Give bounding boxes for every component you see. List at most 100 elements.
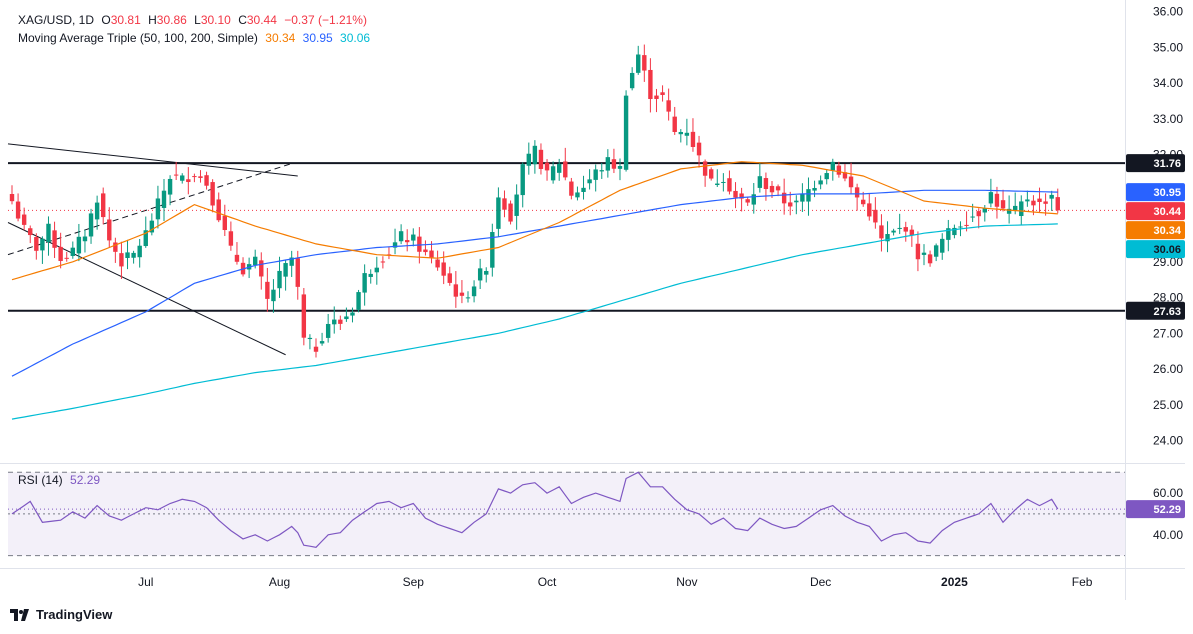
- candle-body: [502, 198, 507, 210]
- candle: [672, 106, 677, 135]
- time-label: Nov: [676, 575, 697, 589]
- candle-body: [277, 270, 282, 289]
- time-label: 2025: [941, 575, 968, 589]
- candle: [727, 170, 732, 195]
- candle: [903, 221, 908, 242]
- candle: [180, 173, 185, 184]
- candle-body: [192, 176, 197, 178]
- candle-body: [654, 95, 659, 99]
- candle: [186, 167, 191, 195]
- candle-body: [477, 268, 483, 281]
- candle-body: [28, 228, 33, 236]
- candle-body: [204, 175, 209, 186]
- candle-body: [15, 201, 21, 219]
- candle-body: [976, 211, 981, 217]
- candle: [800, 183, 805, 212]
- candle: [526, 142, 531, 175]
- ma50-value: 30.34: [265, 31, 296, 45]
- low-value: 30.10: [200, 13, 231, 27]
- candle-body: [1013, 205, 1018, 211]
- candle-body: [34, 237, 39, 251]
- tradingview-logo-icon: [10, 608, 29, 621]
- candle-body: [696, 142, 702, 156]
- candle: [216, 192, 221, 223]
- candle: [64, 251, 69, 262]
- candle-body: [405, 240, 410, 243]
- candle: [812, 180, 817, 198]
- candle: [569, 177, 574, 200]
- candle-body: [958, 226, 963, 228]
- rsi-band-fill: [8, 472, 1125, 556]
- candle-body: [550, 166, 556, 181]
- candle: [921, 244, 927, 266]
- candle-body: [392, 242, 398, 248]
- candle-body: [131, 252, 136, 258]
- candle: [599, 162, 604, 179]
- candle-body: [265, 281, 270, 299]
- candle: [392, 228, 398, 255]
- candle: [818, 175, 823, 190]
- candle-body: [788, 202, 793, 207]
- candle-body: [903, 227, 908, 232]
- price-tag-ma200: 30.06: [1126, 240, 1185, 259]
- candle-body: [186, 179, 191, 183]
- candle: [1049, 190, 1054, 211]
- candle: [1043, 193, 1048, 216]
- candle-body: [76, 236, 82, 254]
- rsi-tick-label: 60.00: [1153, 486, 1183, 500]
- candle: [28, 225, 33, 244]
- candle: [684, 118, 690, 146]
- candle-body: [587, 179, 592, 184]
- candle-body: [988, 192, 994, 204]
- candle: [781, 178, 787, 215]
- candle-body: [1000, 200, 1006, 209]
- candle-body: [867, 203, 872, 217]
- candle: [447, 266, 452, 286]
- open-value: 30.81: [110, 13, 141, 27]
- price-tag-ma50: 30.34: [1126, 221, 1185, 240]
- candle: [629, 67, 635, 91]
- candle-body: [362, 273, 367, 293]
- candle: [386, 246, 392, 260]
- candle: [867, 193, 872, 221]
- candle-body: [301, 294, 307, 338]
- candle: [405, 229, 410, 252]
- candle: [234, 242, 240, 265]
- candle: [435, 250, 440, 271]
- candle-body: [575, 192, 580, 198]
- candle-body: [64, 257, 69, 259]
- candle-body: [490, 232, 495, 268]
- candle: [879, 214, 884, 252]
- price-tag-bg: [1126, 240, 1185, 259]
- candle: [58, 232, 63, 269]
- ma200-line: [11, 223, 1058, 420]
- candle-body: [781, 192, 787, 204]
- candle-body: [1037, 198, 1042, 203]
- candle-body: [921, 252, 927, 255]
- candle: [593, 164, 598, 192]
- candle-body: [1031, 200, 1036, 206]
- candle-body: [1006, 208, 1012, 214]
- candle-body: [721, 181, 726, 183]
- candle-body: [411, 234, 416, 241]
- candle: [891, 228, 896, 236]
- change-value: −0.37 (−1.21%): [284, 13, 367, 27]
- candle: [490, 223, 495, 277]
- candle-body: [259, 260, 264, 277]
- candle: [927, 250, 933, 267]
- candle-body: [617, 166, 623, 169]
- candle-body: [891, 230, 896, 233]
- candle-body: [623, 95, 629, 170]
- candle: [733, 182, 738, 209]
- candle: [952, 224, 957, 239]
- candle-body: [234, 254, 240, 262]
- candle-body: [751, 194, 756, 205]
- candle: [332, 306, 337, 334]
- candle-body: [757, 176, 763, 188]
- candle: [976, 208, 981, 229]
- open-label: O: [101, 13, 111, 27]
- candle-body: [964, 224, 969, 226]
- price-tick-label: 25.00: [1153, 398, 1183, 412]
- candle: [830, 158, 835, 181]
